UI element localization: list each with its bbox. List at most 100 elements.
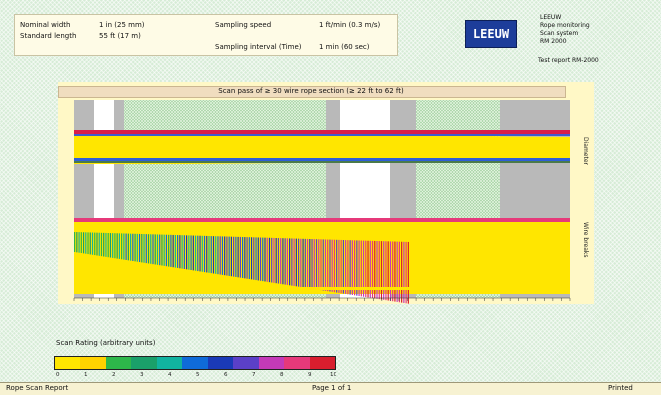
wirebreak-stripe [306, 238, 309, 289]
colorscale-tick-label: 10 [330, 372, 336, 377]
colorscale-swatch-6 [207, 357, 234, 369]
wirebreak-stripe [401, 241, 403, 303]
wirebreak-stripe [253, 237, 255, 280]
wirebreak-stripe [387, 241, 389, 301]
wirebreak-stripe [396, 241, 398, 302]
wirebreak-stripe [134, 233, 136, 262]
wirebreak-stripe [250, 237, 253, 280]
colorscale-swatch-4 [156, 357, 183, 369]
wirebreak-stripe [94, 232, 96, 256]
standard-length-label: Standard length [20, 32, 77, 40]
wirebreak-stripe [389, 241, 392, 301]
wirebreak-stripe [141, 234, 143, 263]
wirebreak-stripe [268, 237, 271, 283]
wirebreak-stripe [289, 238, 291, 286]
wirebreak-stripe [228, 236, 230, 276]
wirebreak-stripe [85, 232, 87, 254]
wirebreak-stripe [107, 233, 109, 258]
wirebreak-stripe [161, 234, 163, 266]
colorscale-tick-label: 8 [280, 372, 284, 377]
wirebreak-stripe [74, 232, 76, 252]
wirebreak-stripe [293, 238, 295, 286]
wirebreak-stripe [403, 241, 405, 303]
wirebreak-stripe [152, 234, 154, 265]
wirebreak-stripe [89, 232, 91, 255]
wirebreak-stripe [376, 241, 378, 299]
wirebreak-stripe [309, 239, 311, 289]
wirebreak-stripe [329, 239, 331, 292]
wirebreak-stripe [246, 237, 248, 279]
wirebreak-stripe [394, 241, 396, 302]
sampling-speed-value: 1 ft/min (0.3 m/s) [319, 21, 381, 29]
wirebreak-base [74, 220, 570, 294]
wirebreak-stripe [82, 232, 85, 254]
wirebreak-stripe [203, 235, 206, 273]
nominal-width-label: Nominal width [20, 21, 71, 29]
lower-panel-label: Wire breaks [582, 222, 589, 258]
wirebreak-stripe [311, 239, 313, 289]
wirebreak-stripe [356, 240, 358, 296]
wirebreak-stripe [371, 240, 374, 299]
wirebreak-stripe [156, 234, 159, 265]
wirebreak-bottom [74, 287, 570, 290]
wirebreak-stripe [210, 236, 212, 274]
diameter-bottom-green [74, 161, 570, 163]
wirebreak-stripe [138, 233, 141, 263]
wirebreak-stripe [100, 232, 103, 257]
wirebreak-stripe [244, 237, 246, 279]
wirebreak-stripe [259, 237, 262, 281]
wirebreak-stripe [315, 239, 318, 290]
wirebreak-stripe [365, 240, 367, 298]
wirebreak-stripe [239, 236, 241, 278]
wirebreak-stripe [280, 238, 282, 284]
wirebreak-stripe [295, 238, 297, 287]
wirebreak-stripe [235, 236, 237, 277]
wirebreak-stripe [76, 232, 78, 253]
colorscale-swatch-2 [105, 357, 132, 369]
wirebreak-stripe [349, 240, 351, 295]
wirebreak-stripe [286, 238, 288, 285]
wirebreak-stripe [354, 240, 356, 296]
wirebreak-stripe [380, 241, 383, 300]
wirebreak-stripe [300, 238, 302, 288]
company-line-4: RM 2000 [540, 38, 567, 45]
wirebreak-stripe [186, 235, 188, 270]
wirebreak-stripe [127, 233, 129, 261]
wirebreak-stripe [230, 236, 232, 277]
wirebreak-stripe [147, 234, 150, 264]
wirebreak-stripe [125, 233, 127, 260]
wirebreak-stripe [392, 241, 394, 302]
wirebreak-top-edge [74, 218, 570, 222]
status-middle: Page 1 of 1 [312, 384, 352, 392]
status-left: Rope Scan Report [6, 384, 69, 392]
colorscale-swatch-5 [182, 357, 208, 369]
wirebreak-stripe [145, 234, 147, 264]
wirebreak-stripe [405, 241, 407, 304]
wirebreak-stripe [103, 232, 105, 257]
wirebreak-stripe [262, 237, 264, 282]
scan-chart: Diameter Wire breaks [73, 100, 589, 304]
company-line-2: Rope monitoring [540, 22, 590, 29]
colorscale-swatch-0 [55, 357, 81, 369]
wirebreak-stripe [188, 235, 190, 270]
wirebreak-stripe [385, 241, 387, 301]
wirebreak-stripe [159, 234, 161, 266]
colorscale-tick-label: 1 [84, 372, 88, 377]
colorscale-title: Scan Rating (arbitrary units) [56, 339, 156, 347]
company-logo: LEEUW [465, 20, 517, 48]
wirebreak-stripe [116, 233, 118, 259]
colorscale-tick-label: 6 [224, 372, 228, 377]
wirebreak-stripe [80, 232, 82, 254]
colorscale-tick-label: 2 [112, 372, 116, 377]
wirebreak-stripe [298, 238, 300, 287]
wirebreak-stripe [383, 241, 385, 300]
wirebreak-stripe [367, 240, 369, 298]
colorscale-ticks: 0 1 2 3 4 5 6 7 8 9 10 [56, 372, 336, 377]
wirebreak-stripe [190, 235, 192, 271]
rope-info-panel: Nominal width Standard length 1 in (25 m… [14, 14, 398, 56]
wirebreak-stripe [165, 234, 168, 267]
wirebreak-stripe [374, 240, 376, 299]
wirebreak-stripe [168, 234, 170, 267]
wirebreak-stripe [360, 240, 362, 297]
wirebreak-stripe [273, 237, 275, 283]
